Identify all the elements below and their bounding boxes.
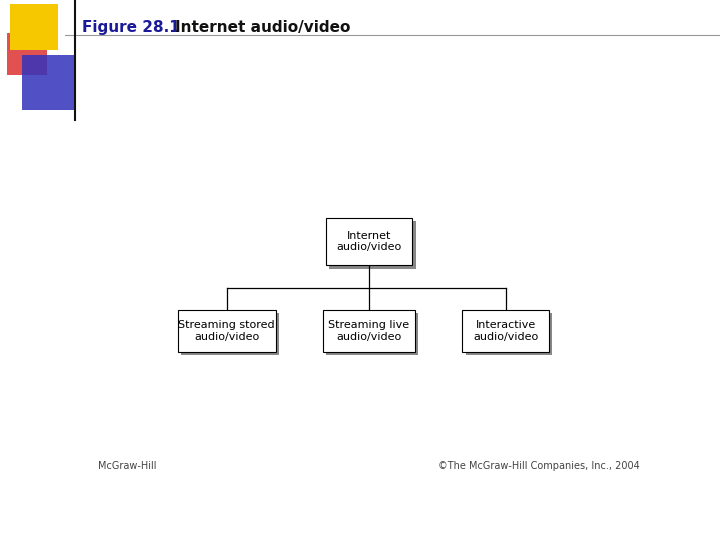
Text: Internet audio/video: Internet audio/video <box>175 20 351 35</box>
Text: McGraw-Hill: McGraw-Hill <box>99 462 157 471</box>
FancyBboxPatch shape <box>181 313 279 355</box>
Text: Figure 28.1: Figure 28.1 <box>82 20 180 35</box>
Text: Streaming stored
audio/video: Streaming stored audio/video <box>179 320 275 342</box>
Bar <box>22 55 74 110</box>
Text: Streaming live
audio/video: Streaming live audio/video <box>328 320 410 342</box>
Bar <box>7 33 47 75</box>
Text: Interactive
audio/video: Interactive audio/video <box>473 320 539 342</box>
FancyBboxPatch shape <box>326 313 418 355</box>
FancyBboxPatch shape <box>466 313 552 355</box>
Text: Internet
audio/video: Internet audio/video <box>336 231 402 252</box>
Bar <box>10 4 58 50</box>
FancyBboxPatch shape <box>462 310 549 352</box>
FancyBboxPatch shape <box>323 310 415 352</box>
FancyBboxPatch shape <box>325 218 413 266</box>
FancyBboxPatch shape <box>178 310 276 352</box>
FancyBboxPatch shape <box>329 221 415 269</box>
Text: ©The McGraw-Hill Companies, Inc., 2004: ©The McGraw-Hill Companies, Inc., 2004 <box>438 462 639 471</box>
